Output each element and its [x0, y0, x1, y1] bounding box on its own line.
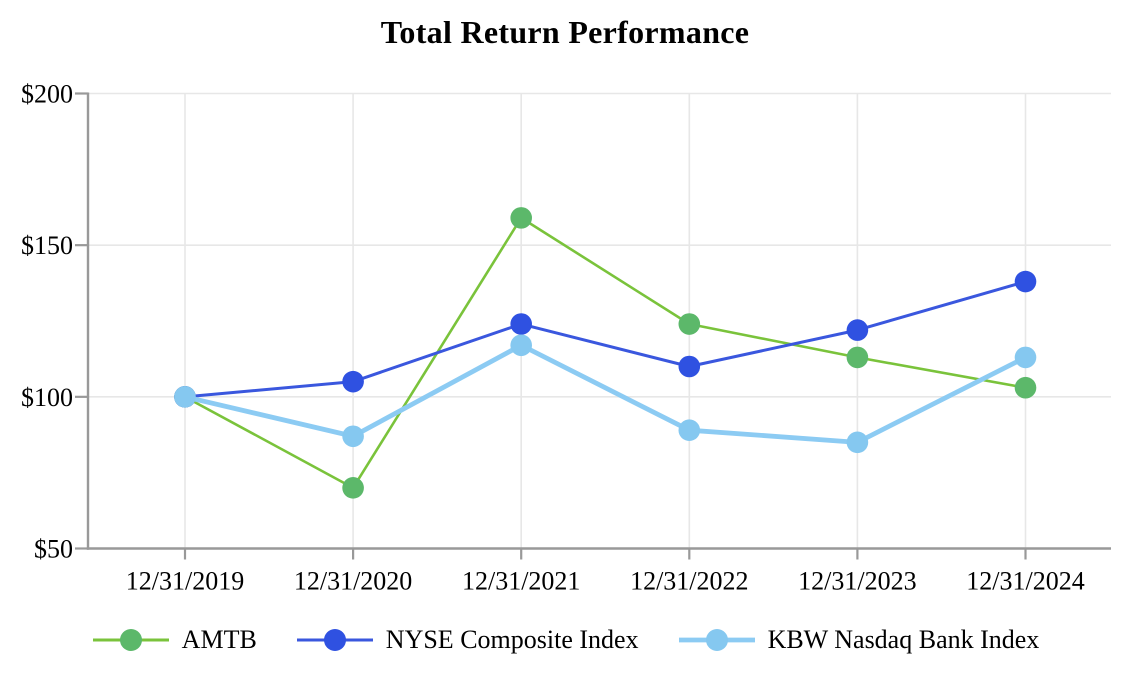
- y-tick-label: $200: [21, 80, 73, 109]
- data-point-amtb: [510, 207, 532, 229]
- legend-dot: [323, 629, 346, 651]
- series-nyse-composite-index: [174, 270, 1037, 408]
- legend-label-amtb: AMTB: [181, 625, 257, 654]
- data-point-nyse-composite-index: [678, 355, 701, 378]
- x-tick-label: 12/31/2020: [294, 567, 412, 596]
- legend-dot: [119, 629, 142, 651]
- legend: AMTB NYSE Composite Index KBW Nasdaq Bank …: [0, 624, 1130, 656]
- gridlines: [89, 92, 1111, 549]
- legend-marker-icon: [296, 629, 373, 651]
- x-tick-label: 12/31/2019: [126, 567, 244, 596]
- data-point-amtb: [678, 313, 701, 335]
- x-tick-label: 12/31/2024: [966, 567, 1084, 596]
- data-point-amtb: [342, 477, 364, 499]
- series-amtb: [174, 207, 1037, 499]
- data-point-nyse-composite-index: [846, 319, 869, 341]
- x-tick-label: 12/31/2021: [462, 567, 580, 596]
- series-line-amtb: [183, 216, 1027, 490]
- series-line-nyse-composite-index: [183, 280, 1027, 399]
- data-point-amtb: [846, 346, 869, 369]
- y-tick-label: $150: [21, 231, 73, 260]
- data-point-nyse-composite-index: [1014, 270, 1037, 293]
- legend-item-kbw-nasdaq-bank-index: KBW Nasdaq Bank Index: [677, 624, 1040, 656]
- chart-title: Total Return Performance: [380, 14, 750, 50]
- data-point-kbw-nasdaq-bank-index: [1014, 346, 1037, 369]
- legend-label-nyse-composite-index: NYSE Composite Index: [385, 625, 639, 654]
- legend-dot: [705, 629, 728, 651]
- data-point-kbw-nasdaq-bank-index: [174, 386, 196, 408]
- series-kbw-nasdaq-bank-index: [174, 334, 1037, 454]
- data-point-nyse-composite-index: [510, 313, 532, 335]
- series-line-kbw-nasdaq-bank-index: [182, 342, 1028, 445]
- legend-item-nyse-composite-index: NYSE Composite Index: [295, 624, 639, 656]
- legend-item-amtb: AMTB: [91, 624, 257, 656]
- plot-area: $50 $100 $150 $200 12/31/2019 12/31/2020 12/31…: [21, 80, 1111, 596]
- data-point-amtb: [1014, 376, 1037, 399]
- legend-label-kbw-nasdaq-bank-index: KBW Nasdaq Bank Index: [767, 625, 1040, 654]
- y-tick-label: $50: [34, 535, 73, 564]
- data-point-kbw-nasdaq-bank-index: [678, 419, 701, 442]
- axes: $50 $100 $150 $200 12/31/2019 12/31/2020 12/31…: [21, 80, 1111, 596]
- data-point-kbw-nasdaq-bank-index: [846, 431, 869, 454]
- y-tick-label: $100: [21, 383, 73, 412]
- legend-marker-icon: [92, 629, 169, 651]
- data-point-kbw-nasdaq-bank-index: [510, 334, 532, 357]
- x-tick-label: 12/31/2022: [630, 567, 748, 596]
- legend-marker-icon: [678, 629, 755, 651]
- data-point-kbw-nasdaq-bank-index: [342, 425, 364, 448]
- data-point-nyse-composite-index: [342, 370, 364, 393]
- x-tick-label: 12/31/2023: [798, 567, 916, 596]
